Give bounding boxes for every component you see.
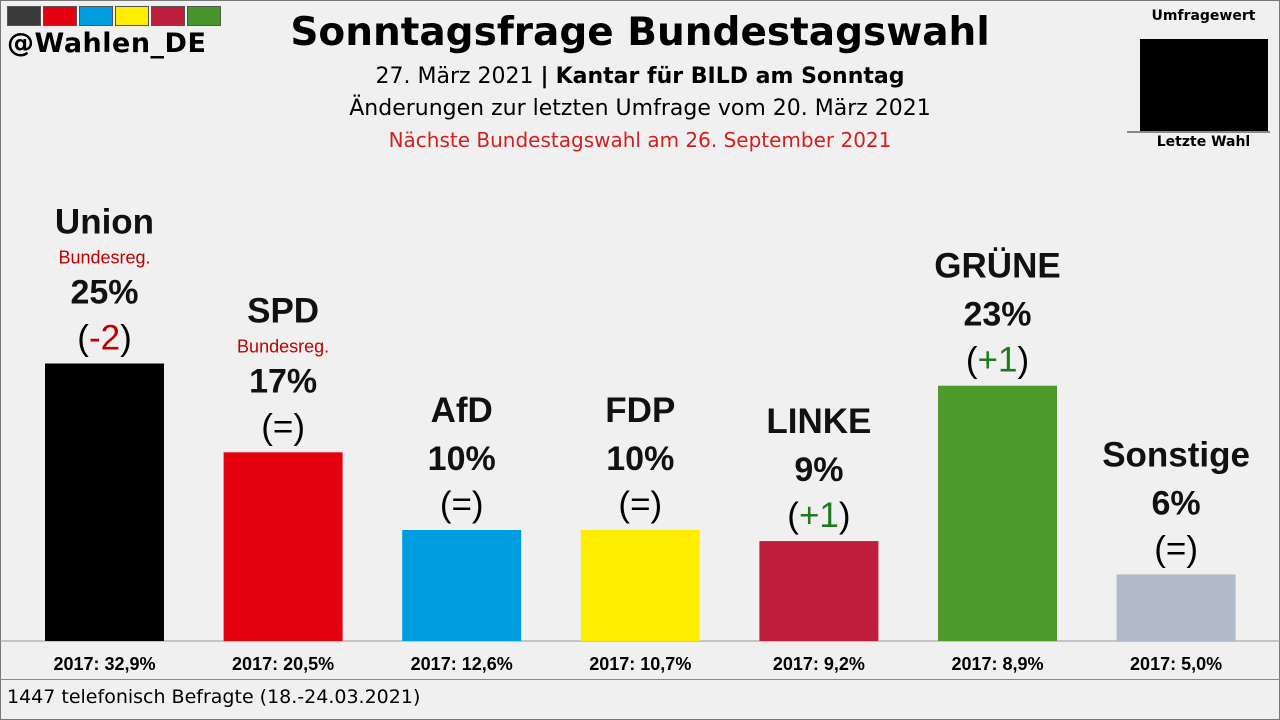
party-label: GRÜNE	[934, 247, 1060, 286]
party-label: AfD	[431, 391, 493, 430]
change-label: (=)	[1154, 529, 1198, 568]
bar-afd	[402, 530, 522, 641]
party-label: LINKE	[766, 402, 871, 441]
brand-color-swatch	[115, 6, 149, 26]
chart-title: Sonntagsfrage Bundestagswahl	[290, 10, 990, 55]
bar-union	[45, 363, 164, 641]
legend: Umfragewert Letzte Wahl	[1127, 8, 1280, 158]
brand-color-swatch	[187, 6, 221, 26]
value-label: 9%	[794, 451, 843, 489]
government-note: Bundesreg.	[237, 336, 329, 356]
previous-election-label: 2017: 10,7%	[589, 654, 691, 674]
change-label: (-2)	[77, 319, 131, 358]
change-label: (+1)	[966, 341, 1029, 380]
value-label: 17%	[249, 362, 317, 400]
bar-fdp	[580, 530, 700, 641]
bar-linke	[759, 541, 879, 641]
party-label: FDP	[605, 391, 675, 430]
footer-divider	[0, 679, 1280, 680]
legend-swatch	[1140, 39, 1268, 131]
brand-color-swatch	[43, 6, 77, 26]
next-election-note: Nächste Bundestagswahl am 26. September …	[388, 128, 892, 152]
party-label: Sonstige	[1102, 435, 1250, 474]
survey-separator: |	[540, 64, 549, 89]
change-label: (+1)	[787, 496, 850, 535]
previous-election-label: 2017: 20,5%	[232, 654, 334, 674]
brand-color-swatch	[79, 6, 113, 26]
changes-note: Änderungen zur letzten Umfrage vom 20. M…	[349, 96, 931, 121]
bar-chart: (-2) 25% Bundesreg. Union 2017: 32,9% (=) 17% B…	[0, 203, 1280, 674]
previous-election-label: 2017: 9,2%	[773, 654, 865, 674]
brand-color-strip	[7, 6, 221, 26]
previous-election-label: 2017: 5,0%	[1130, 654, 1222, 674]
legend-label-last-election: Letzte Wahl	[1156, 134, 1251, 150]
survey-info: 27. März 2021 | Kantar für BILD am Sonnt…	[0, 64, 1280, 89]
bar-spd	[223, 452, 343, 641]
change-label: (=)	[261, 407, 305, 446]
value-label: 10%	[428, 440, 496, 478]
government-note: Bundesreg.	[58, 248, 150, 268]
legend-label-poll-value: Umfragewert	[1151, 8, 1256, 24]
bar-sonstige	[1116, 574, 1236, 641]
value-label: 23%	[963, 296, 1031, 334]
party-label: Union	[55, 203, 154, 242]
previous-election-label: 2017: 12,6%	[411, 654, 513, 674]
footnote: 1447 telefonisch Befragte (18.-24.03.202…	[7, 686, 421, 708]
legend-baseline	[1127, 131, 1270, 133]
change-label: (=)	[440, 485, 484, 524]
brand-color-swatch	[151, 6, 185, 26]
brand-color-swatch	[7, 6, 41, 26]
previous-election-label: 2017: 32,9%	[53, 654, 155, 674]
previous-election-label: 2017: 8,9%	[951, 654, 1043, 674]
change-label: (=)	[618, 485, 662, 524]
survey-date: 27. März 2021	[375, 64, 534, 89]
bar-grüne	[938, 385, 1057, 641]
account-handle[interactable]: @Wahlen_DE	[7, 28, 207, 59]
value-label: 10%	[606, 440, 674, 478]
survey-institute: Kantar für BILD am Sonntag	[555, 64, 905, 89]
value-label: 6%	[1152, 484, 1201, 522]
value-label: 25%	[70, 274, 138, 312]
party-label: SPD	[247, 291, 319, 330]
